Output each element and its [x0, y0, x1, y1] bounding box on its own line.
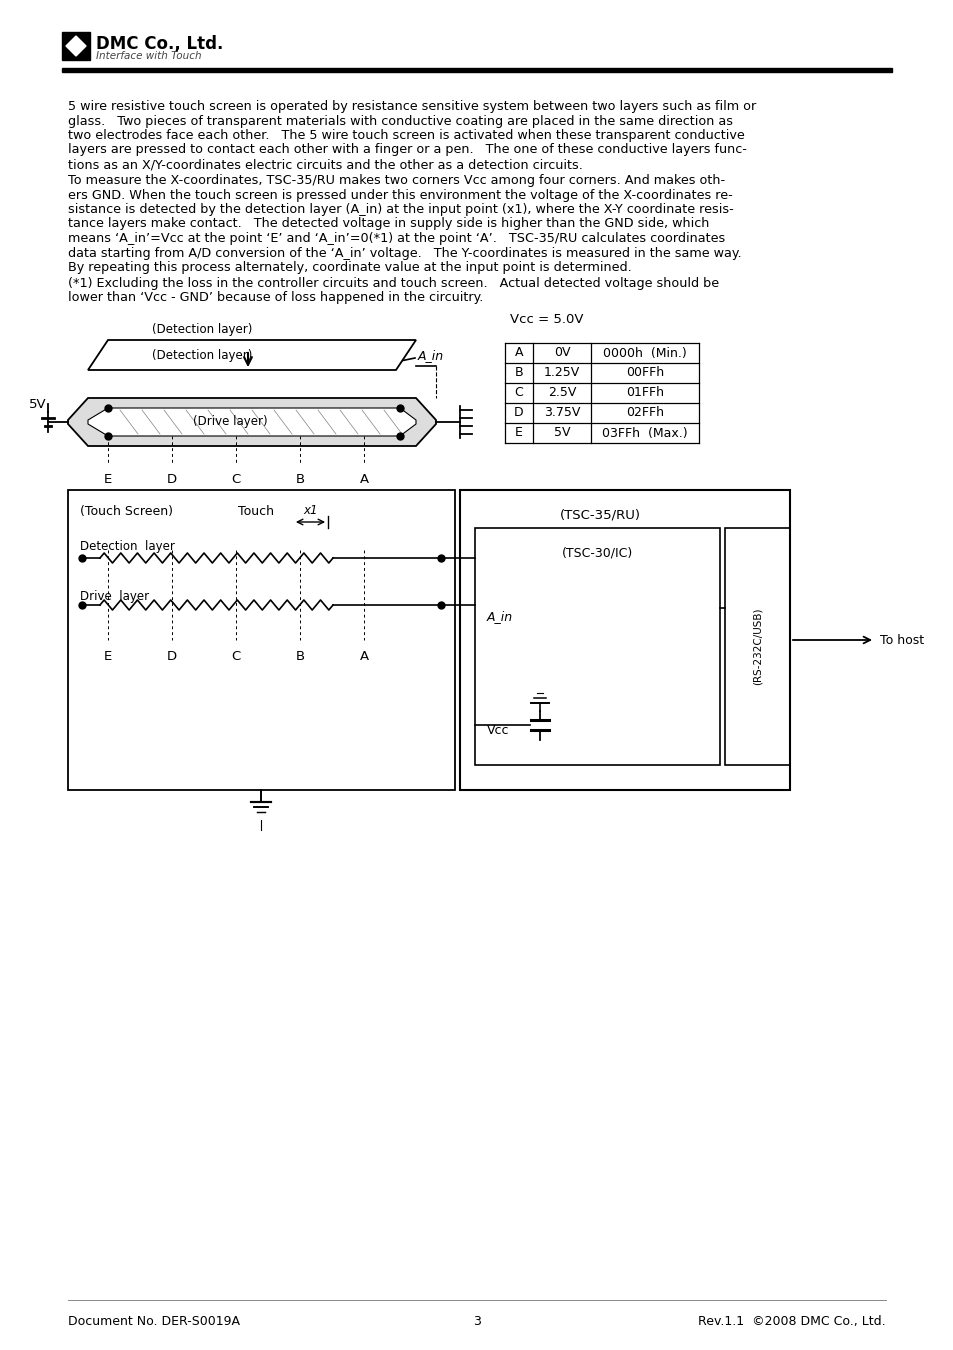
Text: two electrodes face each other.   The 5 wire touch screen is activated when thes: two electrodes face each other. The 5 wi… — [68, 130, 744, 142]
Text: Touch: Touch — [237, 505, 274, 518]
Text: 00FFh: 00FFh — [625, 366, 663, 379]
Text: 03FFh  (Max.): 03FFh (Max.) — [601, 427, 687, 440]
Text: 5V: 5V — [553, 427, 570, 440]
Text: (TSC-30/IC): (TSC-30/IC) — [561, 545, 633, 559]
Text: (*1) Excluding the loss in the controller circuits and touch screen.   Actual de: (*1) Excluding the loss in the controlle… — [68, 277, 719, 290]
Text: tions as an X/Y-coordinates electric circuits and the other as a detection circu: tions as an X/Y-coordinates electric cir… — [68, 158, 582, 171]
Text: 5V: 5V — [30, 397, 47, 410]
Text: (Drive layer): (Drive layer) — [193, 416, 267, 428]
Polygon shape — [88, 340, 416, 370]
Text: To host: To host — [879, 633, 923, 647]
Text: tance layers make contact.   The detected voltage in supply side is higher than : tance layers make contact. The detected … — [68, 217, 709, 231]
Text: Detection  layer: Detection layer — [80, 540, 174, 553]
Text: 3.75V: 3.75V — [543, 406, 579, 420]
Text: means ‘A_in’=Vcc at the point ‘E’ and ‘A_in’=0(*1) at the point ‘A’.   TSC-35/RU: means ‘A_in’=Vcc at the point ‘E’ and ‘A… — [68, 232, 724, 244]
Text: C: C — [232, 649, 240, 663]
Text: 0000h  (Min.): 0000h (Min.) — [602, 347, 686, 359]
Text: A: A — [515, 347, 522, 359]
Polygon shape — [68, 398, 436, 446]
Text: 3: 3 — [473, 1315, 480, 1328]
Text: D: D — [514, 406, 523, 420]
Text: ers GND. When the touch screen is pressed under this environment the voltage of : ers GND. When the touch screen is presse… — [68, 189, 732, 201]
Text: (Detection layer): (Detection layer) — [152, 323, 253, 336]
Polygon shape — [66, 36, 86, 55]
Text: B: B — [295, 649, 304, 663]
Bar — [475, 528, 720, 765]
Text: A: A — [359, 649, 368, 663]
Text: A_in: A_in — [486, 610, 513, 622]
Text: layers are pressed to contact each other with a finger or a pen.   The one of th: layers are pressed to contact each other… — [68, 143, 746, 157]
Text: Document No. DER-S0019A: Document No. DER-S0019A — [68, 1315, 240, 1328]
Text: (Detection layer): (Detection layer) — [152, 350, 253, 363]
Text: C: C — [232, 472, 240, 486]
Text: Vcc: Vcc — [486, 724, 509, 737]
Text: A_in: A_in — [417, 350, 444, 363]
Text: B: B — [515, 366, 523, 379]
Text: (TSC-35/RU): (TSC-35/RU) — [558, 508, 639, 521]
Text: data starting from A/D conversion of the ‘A_in’ voltage.   The Y-coordinates is : data starting from A/D conversion of the… — [68, 247, 740, 259]
Text: A: A — [359, 472, 368, 486]
Text: (Touch Screen): (Touch Screen) — [80, 505, 172, 518]
Text: E: E — [515, 427, 522, 440]
Text: x1: x1 — [303, 504, 317, 517]
Text: 2.5V: 2.5V — [547, 386, 576, 400]
Text: sistance is detected by the detection layer (A_in) at the input point (x1), wher: sistance is detected by the detection la… — [68, 202, 733, 216]
Text: DMC Co., Ltd.: DMC Co., Ltd. — [96, 35, 223, 53]
Bar — [459, 490, 789, 790]
Text: D: D — [167, 649, 177, 663]
Text: 5 wire resistive touch screen is operated by resistance sensitive system between: 5 wire resistive touch screen is operate… — [68, 100, 756, 113]
Text: By repeating this process alternately, coordinate value at the input point is de: By repeating this process alternately, c… — [68, 261, 631, 274]
Polygon shape — [88, 408, 416, 436]
Text: C: C — [514, 386, 523, 400]
Bar — [62, 32, 90, 59]
Text: B: B — [295, 472, 304, 486]
Text: glass.   Two pieces of transparent materials with conductive coating are placed : glass. Two pieces of transparent materia… — [68, 115, 732, 127]
Text: 02FFh: 02FFh — [625, 406, 663, 420]
Text: Rev.1.1  ©2008 DMC Co., Ltd.: Rev.1.1 ©2008 DMC Co., Ltd. — [698, 1315, 885, 1328]
Text: 01FFh: 01FFh — [625, 386, 663, 400]
Bar — [724, 528, 789, 765]
Text: 0V: 0V — [553, 347, 570, 359]
Text: (RS-232C/USB): (RS-232C/USB) — [752, 608, 761, 686]
Text: 1.25V: 1.25V — [543, 366, 579, 379]
Text: Vcc = 5.0V: Vcc = 5.0V — [510, 313, 583, 325]
Bar — [68, 490, 455, 790]
Text: Interface with Touch: Interface with Touch — [96, 51, 201, 61]
Text: lower than ‘Vcc - GND’ because of loss happened in the circuitry.: lower than ‘Vcc - GND’ because of loss h… — [68, 292, 483, 305]
Text: E: E — [104, 649, 112, 663]
Text: Drive  layer: Drive layer — [80, 590, 149, 603]
Text: E: E — [104, 472, 112, 486]
Text: To measure the X-coordinates, TSC-35/RU makes two corners Vcc among four corners: To measure the X-coordinates, TSC-35/RU … — [68, 174, 724, 188]
Bar — [62, 68, 891, 72]
Text: D: D — [167, 472, 177, 486]
